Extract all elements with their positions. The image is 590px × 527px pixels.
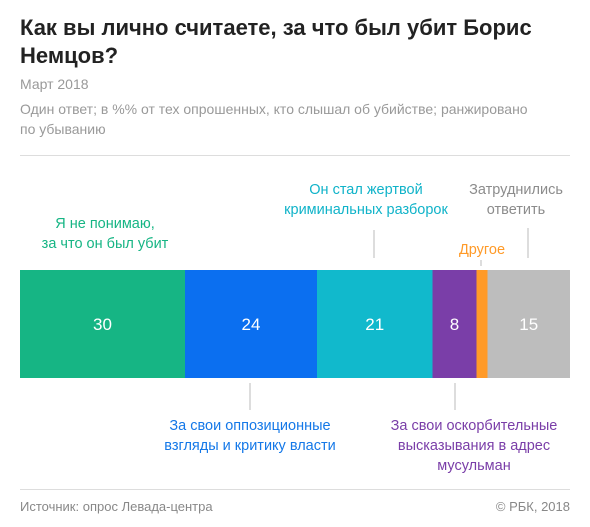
bar-segment [185, 270, 317, 378]
value-label: 24 [242, 315, 261, 334]
bar-segment [20, 270, 185, 378]
note: Один ответ; в %% от тех опрошенных, кто … [20, 101, 528, 137]
bar-segment [487, 270, 570, 378]
category-label: Он стал жертвой криминальных разборок [284, 182, 448, 218]
value-label: 30 [93, 315, 112, 334]
copyright: © РБК, 2018 [495, 499, 570, 514]
bar-segment [432, 270, 477, 378]
category-label: Другое [458, 242, 506, 258]
chart-title: Как вы лично считаете, за что был убит Б… [20, 15, 532, 68]
subtitle: Март 2018 [20, 76, 89, 92]
category-label: За свои оскорбительные высказывания в ад… [390, 418, 558, 474]
category-label: Затруднились ответить [469, 182, 563, 218]
value-label: 8 [450, 315, 459, 334]
category-label: За свои оппозиционные взгляды и критику … [164, 418, 336, 454]
divider [20, 155, 570, 156]
bar-segment [317, 270, 433, 378]
source: Источник: опрос Левада-центра [20, 499, 213, 514]
divider [20, 489, 570, 490]
bar-segment [476, 270, 488, 378]
category-label: Я не понимаю, за что он был убит [41, 216, 169, 252]
value-label: 21 [365, 315, 384, 334]
value-label: 15 [519, 315, 538, 334]
